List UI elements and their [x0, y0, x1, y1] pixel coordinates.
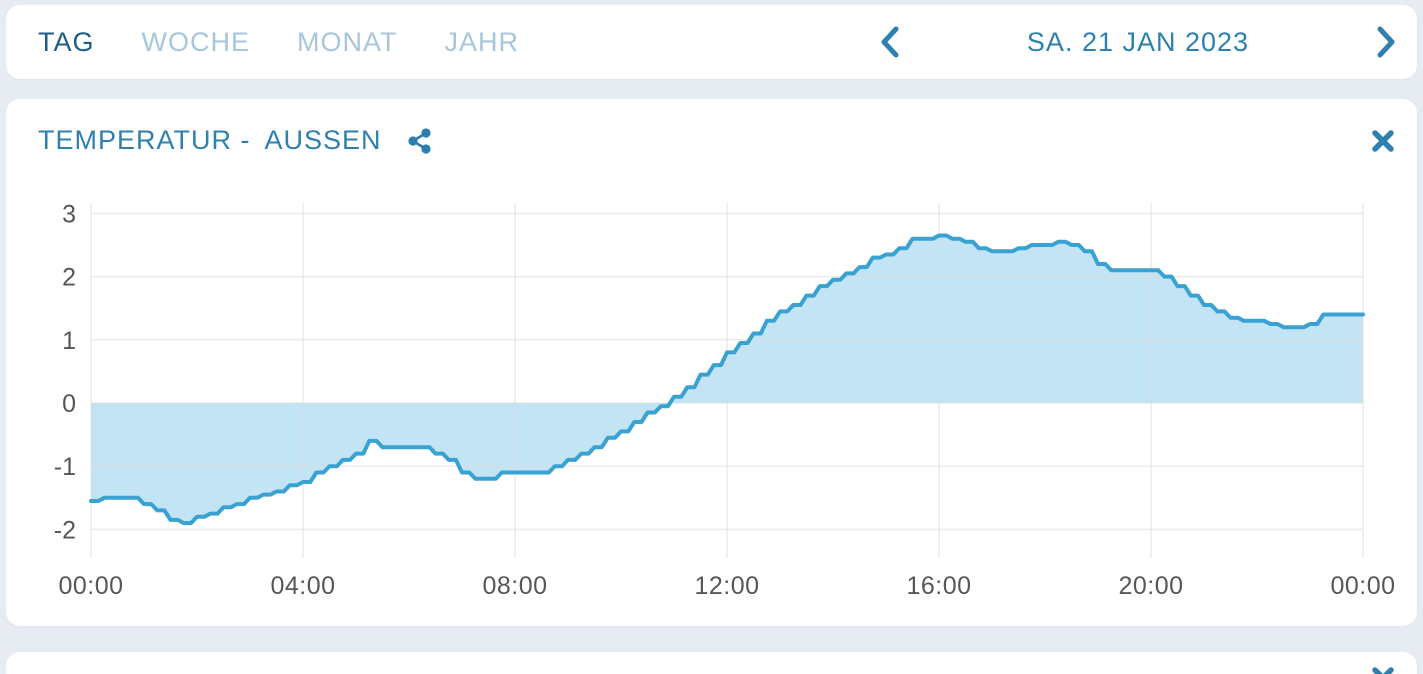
svg-text:1: 1	[62, 327, 76, 355]
svg-text:12:00: 12:00	[694, 572, 759, 600]
chart-title-measure: TEMPERATUR -	[38, 125, 251, 155]
svg-text:04:00: 04:00	[270, 572, 335, 600]
chevron-right-icon	[1377, 26, 1395, 58]
date-label: SA. 21 JAN 2023	[1026, 26, 1250, 57]
tab-jahr[interactable]: JAHR	[444, 26, 520, 57]
tab-monat[interactable]: MONAT	[297, 26, 398, 57]
y-axis-labels: 3 2 1 0 -1 -2	[54, 200, 76, 544]
close-icon	[1372, 129, 1394, 152]
close-icon	[1372, 667, 1394, 674]
svg-text:3: 3	[62, 200, 76, 228]
svg-text:20:00: 20:00	[1118, 572, 1183, 600]
tab-tag[interactable]: TAG	[38, 26, 95, 57]
chevron-left-icon	[881, 26, 899, 58]
gridlines	[90, 203, 1364, 558]
chart-title-location: AUSSEN	[264, 125, 382, 155]
svg-text:00:00: 00:00	[1330, 572, 1395, 600]
svg-text:-1: -1	[54, 453, 76, 481]
svg-text:0: 0	[62, 390, 76, 418]
share-icon	[407, 127, 431, 154]
svg-text:-2: -2	[54, 516, 76, 544]
temperature-line	[89, 233, 1365, 526]
topbar: TAG WOCHE MONAT JAHR SA. 21 JAN 2023	[6, 5, 1417, 79]
svg-text:08:00: 08:00	[482, 572, 547, 600]
chart-card-header: TEMPERATUR - AUSSEN	[38, 125, 1395, 156]
next-card-partial	[6, 652, 1417, 674]
svg-text:16:00: 16:00	[906, 572, 971, 600]
next-day-button[interactable]	[1369, 20, 1403, 64]
period-tabs: TAG WOCHE MONAT JAHR	[6, 5, 519, 79]
close-chart-button[interactable]	[1371, 129, 1395, 153]
tab-woche[interactable]: WOCHE	[141, 26, 250, 57]
svg-text:2: 2	[62, 264, 76, 292]
x-axis-labels: 00:00 04:00 08:00 12:00 16:00 20:00 00:00	[58, 572, 1395, 600]
chart-title: TEMPERATUR - AUSSEN	[38, 125, 382, 156]
prev-day-button[interactable]	[873, 20, 907, 64]
share-button[interactable]	[407, 127, 431, 154]
temperature-chart-card: TEMPERATUR - AUSSEN 3 2 1 0 -1 -2 00:00 04:00 08:…	[6, 99, 1417, 626]
date-navigator: SA. 21 JAN 2023	[859, 5, 1417, 79]
svg-text:00:00: 00:00	[58, 572, 123, 600]
next-card-close-button[interactable]	[1371, 666, 1395, 674]
